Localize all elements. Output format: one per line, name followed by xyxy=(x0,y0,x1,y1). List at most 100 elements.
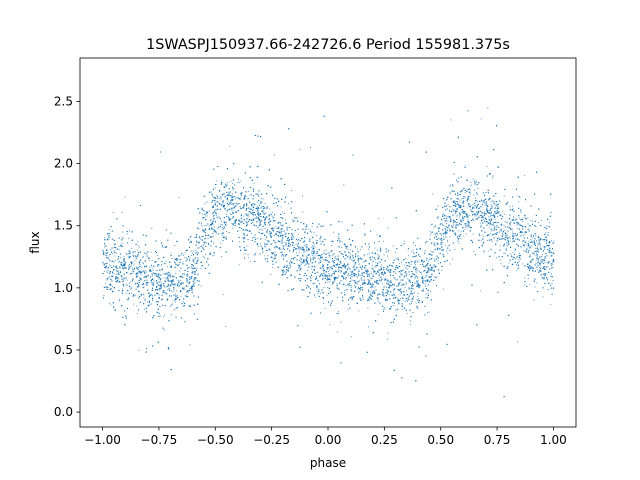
data-point xyxy=(444,215,446,217)
data-point xyxy=(326,253,328,254)
data-point xyxy=(288,244,290,246)
data-point xyxy=(184,295,186,297)
data-point xyxy=(343,184,345,186)
data-point xyxy=(511,231,513,233)
data-point xyxy=(535,235,537,237)
data-point xyxy=(102,252,104,254)
data-point xyxy=(397,308,399,310)
data-point xyxy=(395,251,396,253)
data-point xyxy=(400,272,402,274)
data-point xyxy=(344,273,346,275)
data-point xyxy=(129,266,131,267)
data-point xyxy=(211,228,213,230)
data-point xyxy=(219,190,221,192)
data-point xyxy=(107,251,109,253)
data-point xyxy=(387,267,389,269)
data-point xyxy=(266,230,268,232)
data-point xyxy=(374,247,376,249)
data-point xyxy=(349,271,351,273)
data-point xyxy=(439,224,441,226)
data-point xyxy=(213,169,215,170)
data-point xyxy=(394,288,396,290)
data-point xyxy=(465,212,467,214)
data-point xyxy=(136,305,138,307)
data-point xyxy=(535,263,537,265)
data-point xyxy=(261,226,263,227)
data-point xyxy=(342,283,344,285)
data-point xyxy=(151,227,153,229)
data-point xyxy=(353,267,355,269)
data-point xyxy=(450,184,451,186)
data-point xyxy=(506,249,507,251)
data-point xyxy=(544,236,546,238)
data-point xyxy=(421,273,423,275)
data-point xyxy=(213,219,215,221)
data-point xyxy=(519,245,521,247)
data-point xyxy=(388,294,390,296)
data-point xyxy=(200,285,202,287)
data-point xyxy=(552,267,554,268)
data-point xyxy=(483,250,485,252)
data-point xyxy=(285,242,287,244)
data-point xyxy=(428,311,430,313)
data-point xyxy=(353,269,355,271)
data-point xyxy=(276,227,278,229)
data-point xyxy=(187,286,189,287)
data-point xyxy=(280,206,282,208)
data-point xyxy=(252,222,253,223)
data-point xyxy=(311,255,313,256)
data-point xyxy=(449,236,451,237)
data-point xyxy=(226,192,228,193)
data-point xyxy=(162,316,164,318)
data-point xyxy=(327,252,329,254)
data-point xyxy=(144,252,145,254)
data-point xyxy=(367,271,369,273)
data-point xyxy=(177,294,179,296)
data-point xyxy=(157,255,159,256)
data-point xyxy=(523,244,525,245)
data-point xyxy=(502,211,504,213)
data-point xyxy=(115,252,117,254)
data-point xyxy=(305,255,307,257)
data-point xyxy=(262,209,264,211)
data-point xyxy=(246,214,247,216)
data-point xyxy=(456,215,458,217)
data-point xyxy=(422,261,424,263)
data-point xyxy=(385,268,387,270)
data-point xyxy=(443,232,445,234)
data-point xyxy=(551,240,553,242)
data-point xyxy=(522,244,524,246)
data-point xyxy=(336,313,338,315)
data-point xyxy=(348,303,349,305)
data-point xyxy=(481,211,483,213)
data-point xyxy=(146,251,148,253)
data-point xyxy=(285,269,287,271)
data-point xyxy=(352,272,354,274)
data-point xyxy=(144,252,146,254)
data-point xyxy=(460,199,462,201)
data-point xyxy=(454,249,456,250)
data-point xyxy=(119,300,120,302)
data-point xyxy=(401,261,402,263)
data-point xyxy=(248,257,250,259)
data-point xyxy=(512,256,514,258)
data-point xyxy=(126,298,128,300)
data-point xyxy=(295,243,297,245)
data-point xyxy=(417,292,419,294)
data-point xyxy=(270,231,272,233)
data-point xyxy=(247,191,249,192)
data-point xyxy=(399,294,401,296)
data-point xyxy=(361,287,363,289)
data-point xyxy=(377,293,379,295)
data-point xyxy=(539,267,541,269)
data-point xyxy=(345,278,347,280)
data-point xyxy=(430,234,431,236)
data-point xyxy=(137,240,139,242)
data-point xyxy=(274,254,275,256)
data-point xyxy=(170,285,172,287)
data-point xyxy=(360,285,362,287)
data-point xyxy=(525,240,527,242)
data-point xyxy=(131,287,132,289)
data-point xyxy=(514,235,516,237)
data-point xyxy=(246,223,248,225)
